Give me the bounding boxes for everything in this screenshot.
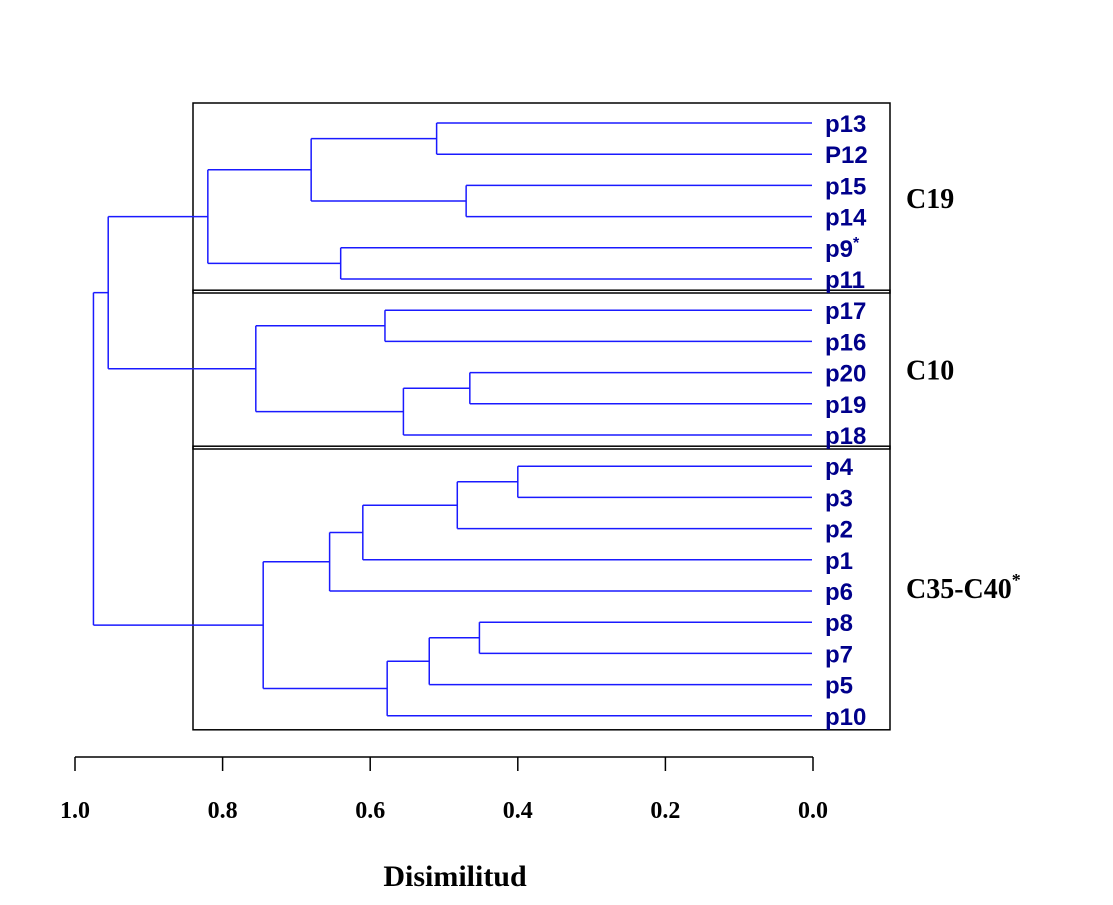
leaf-label-p3: p3 bbox=[825, 485, 853, 512]
group-label-0: C19 bbox=[906, 184, 954, 215]
merge-m15 bbox=[478, 621, 812, 655]
x-tick-label: 1.0 bbox=[60, 798, 90, 824]
leaf-label-p20: p20 bbox=[825, 361, 866, 388]
merge-m19 bbox=[92, 291, 264, 626]
leaf-label-p4: p4 bbox=[825, 454, 854, 481]
x-tick-label: 0.2 bbox=[650, 798, 680, 824]
leaf-label-p14: p14 bbox=[825, 205, 867, 232]
leaf-label-p17: p17 bbox=[825, 298, 866, 325]
group-labels: C19 C10 C35-C40* bbox=[906, 184, 1021, 605]
leaf-label-p13: p13 bbox=[825, 111, 866, 138]
leaf-label-p19: p19 bbox=[825, 392, 866, 419]
merge-m11 bbox=[517, 465, 812, 499]
x-tick-label: 0.0 bbox=[798, 798, 828, 824]
group-label-2: C35-C40* bbox=[906, 570, 1021, 605]
dendrogram-branches bbox=[92, 122, 812, 717]
merge-m3 bbox=[310, 137, 467, 202]
merge-m8 bbox=[402, 387, 812, 436]
group-label-1: C10 bbox=[906, 356, 954, 387]
leaf-label-p8: p8 bbox=[825, 610, 853, 637]
merge-m1 bbox=[435, 122, 812, 155]
x-axis-title: Disimilitud bbox=[383, 860, 527, 893]
group-boxes bbox=[192, 102, 891, 731]
group-box-1 bbox=[192, 289, 891, 450]
merge-m9 bbox=[255, 325, 404, 413]
merge-m14 bbox=[328, 531, 812, 592]
leaf-label-p6: p6 bbox=[825, 579, 853, 606]
merge-m16 bbox=[428, 637, 812, 686]
merge-m18 bbox=[262, 561, 388, 690]
leaf-label-p18: p18 bbox=[825, 423, 866, 450]
leaf-label-p16: p16 bbox=[825, 329, 866, 356]
merge-m13 bbox=[362, 504, 812, 561]
merge-m17 bbox=[386, 660, 812, 717]
leaf-label-p1: p1 bbox=[825, 548, 853, 575]
leaf-label-p9: p9* bbox=[825, 235, 860, 263]
leaf-label-p2: p2 bbox=[825, 517, 853, 544]
leaf-label-asterisk: * bbox=[853, 235, 860, 252]
x-tick-label: 0.8 bbox=[208, 798, 238, 824]
leaf-labels: p13 P12 p15 p14 p9* p11 p17 p16 p20 p19 p18 p4 p3 p2 p… bbox=[825, 111, 868, 731]
x-tick-label: 0.6 bbox=[355, 798, 385, 824]
leaf-label-p15: p15 bbox=[825, 173, 866, 200]
group-box-2 bbox=[192, 445, 891, 731]
leaf-label-P12: P12 bbox=[825, 142, 868, 169]
merge-m7 bbox=[469, 371, 812, 405]
leaf-label-p5: p5 bbox=[825, 673, 853, 700]
leaf-label-p7: p7 bbox=[825, 641, 853, 668]
merge-m4 bbox=[339, 247, 812, 280]
merge-m6 bbox=[384, 309, 812, 343]
merge-m5 bbox=[207, 169, 341, 265]
x-tick-label: 0.4 bbox=[503, 798, 533, 824]
x-ticks: 1.0 0.8 0.6 0.4 0.2 0.0 bbox=[60, 757, 828, 824]
group-label-asterisk: * bbox=[1012, 570, 1021, 590]
group-box-0 bbox=[192, 102, 891, 294]
leaf-label-p11: p11 bbox=[825, 267, 865, 294]
merge-m12 bbox=[456, 481, 812, 530]
x-axis: 1.0 0.8 0.6 0.4 0.2 0.0 bbox=[60, 756, 828, 824]
leaf-label-p10: p10 bbox=[825, 704, 866, 731]
merge-m2 bbox=[465, 184, 812, 218]
